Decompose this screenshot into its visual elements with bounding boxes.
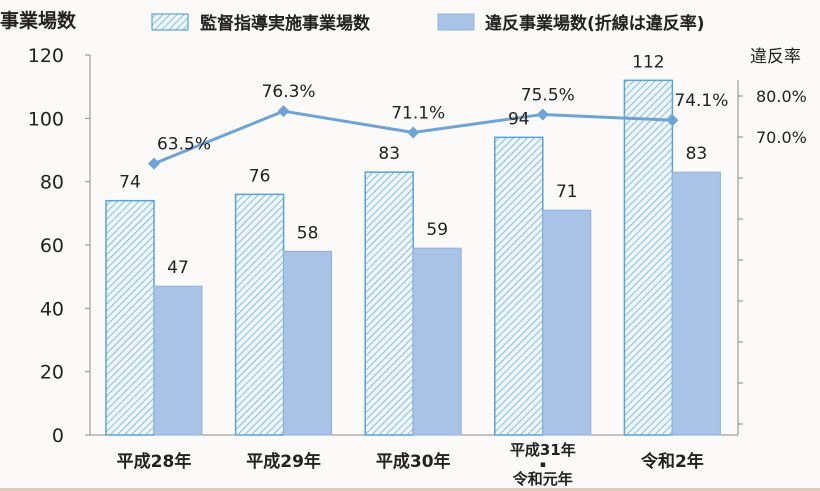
- x-tick-label: 令和元年: [513, 470, 573, 488]
- bottom-divider: [0, 488, 820, 491]
- y2-tick-label: 70.0%: [756, 128, 807, 147]
- legend-swatch-inspected: [151, 13, 189, 31]
- violation-rate-point: [277, 105, 290, 118]
- bar-violation-value: 71: [556, 182, 578, 202]
- bar-inspected: [623, 79, 674, 436]
- bar-violation: [153, 285, 203, 436]
- legend-label-inspected: 監督指導実施事業場数: [200, 13, 371, 34]
- x-tick-label: 令和2年: [641, 451, 704, 472]
- bar-violation: [412, 247, 462, 436]
- bar-inspected-value: 112: [632, 52, 664, 72]
- bar-violation-value: 47: [167, 258, 189, 278]
- x-tick-label: 平成29年: [246, 451, 321, 472]
- bar-inspected-value: 76: [249, 166, 271, 186]
- y-tick-label: 60: [40, 235, 64, 257]
- y2-axis-title: 違反率: [750, 47, 801, 67]
- bar-inspected-value: 83: [378, 144, 400, 164]
- bar-violation: [283, 250, 333, 436]
- y-tick-label: 40: [40, 298, 64, 320]
- y-axis-title: 事業場数: [0, 9, 77, 32]
- y-tick-label: 120: [28, 45, 64, 67]
- legend-swatch-violation: [437, 13, 475, 31]
- y-tick-label: 20: [40, 362, 64, 384]
- bar-violation-value: 83: [686, 144, 708, 164]
- violation-rate-label: 74.1%: [674, 91, 728, 111]
- bar-violation-value: 58: [297, 223, 319, 243]
- violation-rate-label: 75.5%: [521, 85, 575, 105]
- bar-inspected-value: 74: [119, 173, 141, 193]
- violation-rate-label: 71.1%: [391, 103, 445, 123]
- violation-rate-point: [407, 126, 420, 139]
- violation-rate-label: 63.5%: [157, 135, 211, 155]
- x-tick-label: ▪: [540, 460, 546, 470]
- bar-inspected: [105, 199, 155, 436]
- violation-rate-point: [536, 108, 549, 121]
- x-tick-label: 平成31年: [510, 441, 576, 459]
- y-tick-label: 0: [52, 425, 64, 447]
- violation-rate-point: [148, 157, 160, 170]
- bar-inspected: [494, 136, 544, 436]
- y-tick-label: 80: [40, 172, 64, 194]
- bar-violation: [671, 171, 721, 436]
- x-tick-label: 平成30年: [376, 451, 451, 472]
- bar-inspected: [234, 193, 285, 436]
- bar-violation-value: 59: [426, 220, 448, 240]
- bar-inspected-value: 94: [508, 109, 530, 129]
- violation-rate-point: [666, 114, 679, 127]
- bar-inspected: [364, 171, 414, 436]
- y-tick-label: 100: [28, 108, 64, 130]
- bar-violation: [542, 209, 592, 436]
- x-tick-label: 平成28年: [117, 451, 192, 472]
- y2-tick-label: 80.0%: [756, 87, 807, 106]
- legend-label-violation: 違反事業場数(折線は違反率): [485, 13, 705, 34]
- violation-rate-label: 76.3%: [262, 82, 316, 102]
